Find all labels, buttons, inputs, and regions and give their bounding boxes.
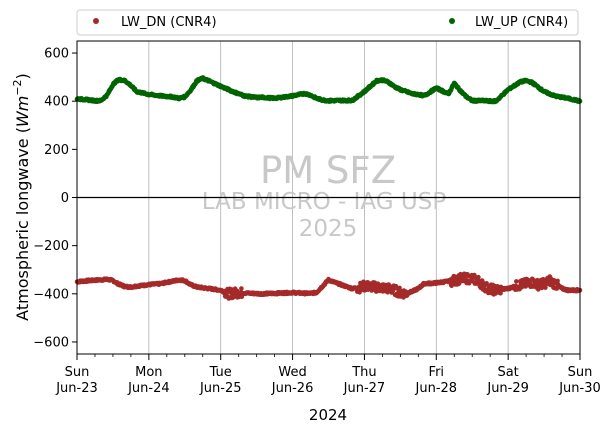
x-tick-label-day: Fri bbox=[429, 365, 445, 380]
x-tick-label-date: Jun-29 bbox=[486, 381, 529, 396]
x-tick-label-day: Sat bbox=[497, 365, 518, 380]
legend-label-lw-dn: LW_DN (CNR4) bbox=[121, 15, 217, 30]
x-tick-label-day: Sun bbox=[568, 365, 593, 380]
x-tick-label-day: Thu bbox=[351, 365, 376, 380]
y-axis-label-unit: Wm bbox=[13, 96, 32, 127]
y-tick-label: 400 bbox=[44, 95, 69, 110]
data-point bbox=[555, 278, 560, 284]
x-tick-label-day: Wed bbox=[278, 365, 306, 380]
x-tick-label-day: Sun bbox=[65, 365, 90, 380]
data-point bbox=[476, 274, 481, 280]
legend-label-lw-up: LW_UP (CNR4) bbox=[475, 15, 568, 30]
series-lw-up bbox=[74, 75, 583, 105]
y-axis-label-suffix: ) bbox=[13, 73, 32, 79]
y-tick-label: −400 bbox=[33, 287, 69, 302]
x-tick-label-date: Jun-23 bbox=[55, 381, 98, 396]
data-point bbox=[514, 279, 519, 284]
plot-area: PM SFZ LAB MICRO - IAG USP 2025 bbox=[74, 40, 583, 355]
x-tick-label-day: Mon bbox=[135, 365, 162, 380]
x-tick-label-day: Tue bbox=[209, 365, 232, 380]
data-point bbox=[239, 286, 244, 291]
watermark: PM SFZ LAB MICRO - IAG USP 2025 bbox=[202, 149, 447, 242]
y-tick-label: −200 bbox=[33, 239, 69, 254]
data-point bbox=[484, 281, 489, 286]
watermark-line-1: PM SFZ bbox=[260, 149, 396, 192]
y-tick-label: 0 bbox=[61, 191, 69, 206]
y-tick-label: −600 bbox=[33, 335, 69, 350]
series-lw-dn bbox=[74, 271, 583, 301]
x-tick-label-date: Jun-26 bbox=[271, 381, 314, 396]
y-axis: −600 −400 −200 0 200 400 600 bbox=[33, 47, 77, 350]
legend-marker-lw-dn bbox=[93, 18, 99, 24]
x-axis-label: 2024 bbox=[309, 406, 347, 424]
legend-frame bbox=[76, 9, 579, 36]
x-tick-label-date: Jun-24 bbox=[127, 381, 170, 396]
y-tick-label: 200 bbox=[44, 143, 69, 158]
watermark-line-3: 2025 bbox=[299, 216, 358, 242]
y-axis-label-exp: −2 bbox=[11, 79, 24, 95]
data-point bbox=[539, 285, 545, 291]
x-tick-label-date: Jun-28 bbox=[415, 381, 458, 396]
legend-marker-lw-up bbox=[449, 18, 455, 24]
x-tick-label-date: Jun-30 bbox=[558, 381, 601, 396]
y-axis-label-prefix: Atmospheric longwave ( bbox=[13, 127, 32, 321]
x-tick-label-date: Jun-25 bbox=[199, 381, 242, 396]
x-axis: SunJun-23MonJun-24TueJun-25WedJun-26ThuJ… bbox=[55, 354, 601, 396]
y-axis-label: Atmospheric longwave (Wm−2) bbox=[11, 73, 32, 321]
y-tick-label: 600 bbox=[44, 47, 69, 62]
watermark-line-2: LAB MICRO - IAG USP bbox=[202, 189, 447, 215]
series-group bbox=[74, 75, 583, 301]
x-tick-label-date: Jun-27 bbox=[343, 381, 386, 396]
legend: LW_DN (CNR4) LW_UP (CNR4) bbox=[76, 9, 579, 36]
data-point bbox=[543, 285, 548, 290]
